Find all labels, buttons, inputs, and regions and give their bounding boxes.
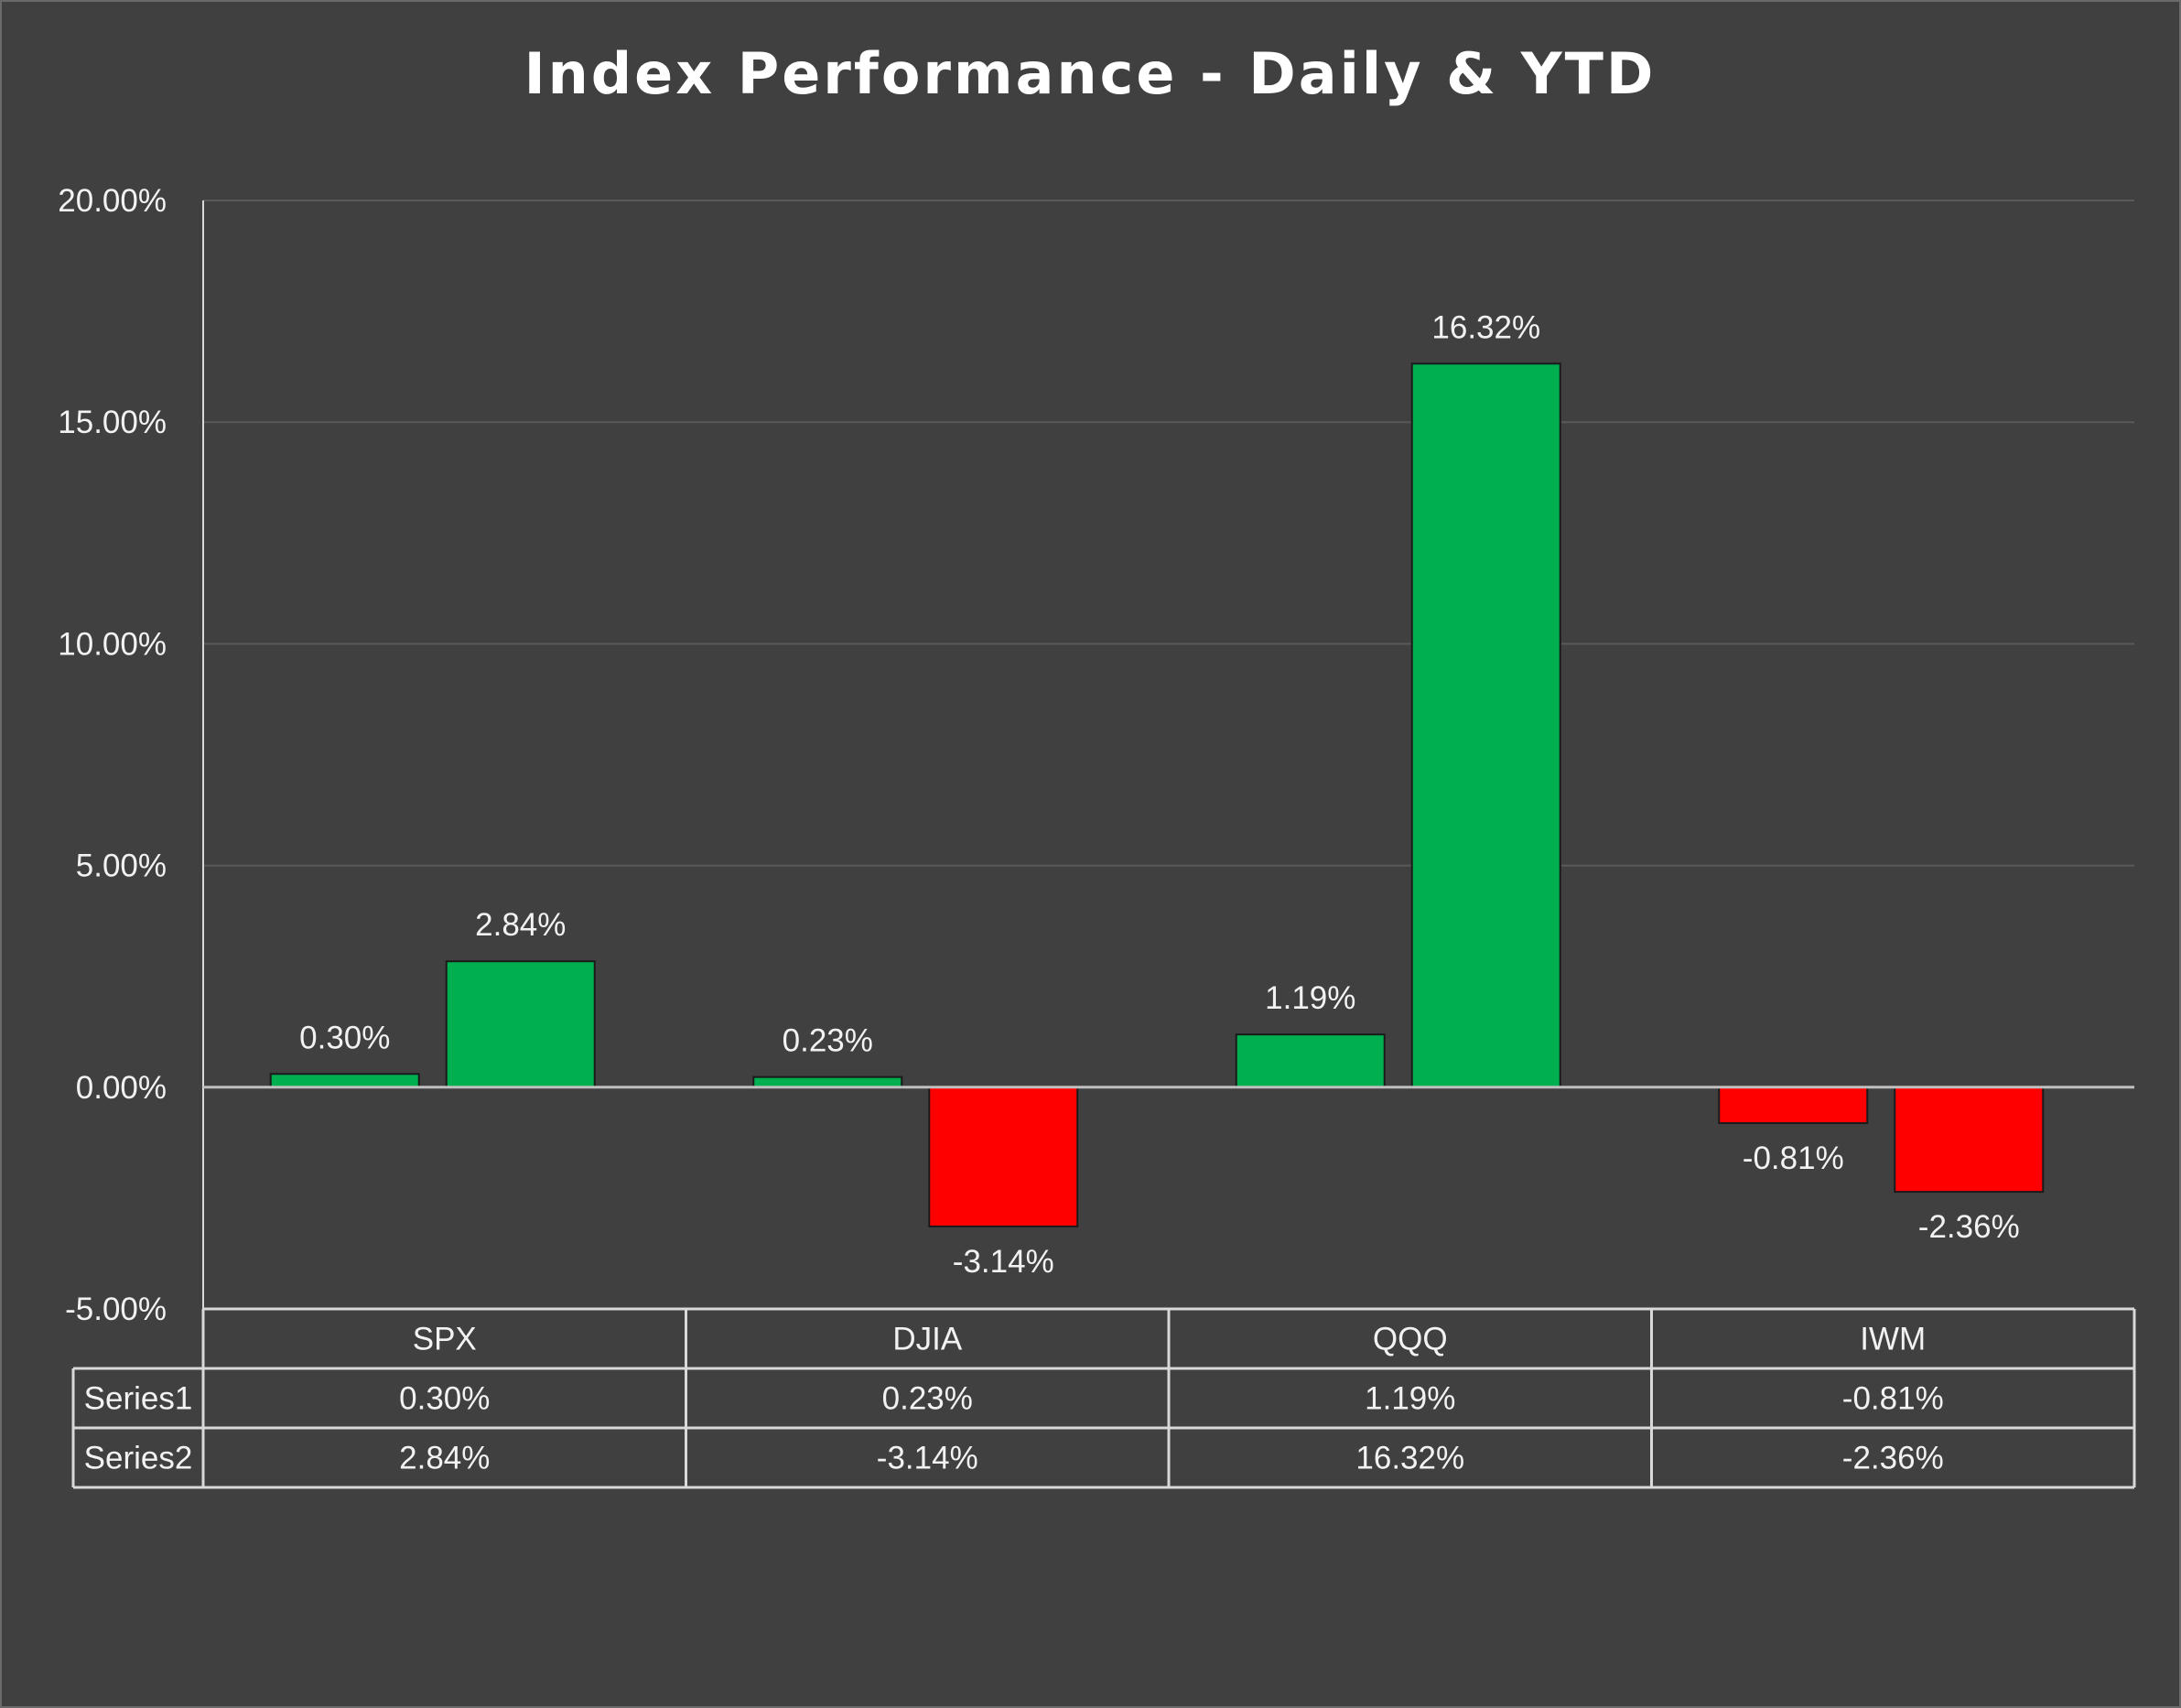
- bar-series2-djia: [928, 1086, 1079, 1227]
- bar-series1-qqq: [1235, 1033, 1386, 1088]
- category-label: SPX: [413, 1322, 477, 1357]
- category-label: QQQ: [1373, 1322, 1448, 1357]
- y-tick-label: 15.00%: [58, 405, 167, 440]
- bar-series1-iwm: [1718, 1086, 1869, 1125]
- bar-series1-spx: [269, 1073, 420, 1088]
- bar-series2-qqq: [1410, 362, 1561, 1088]
- y-tick-label: 20.00%: [58, 183, 167, 219]
- bar-series2-spx: [445, 960, 596, 1088]
- gridlines: [203, 200, 2134, 867]
- category-label: DJIA: [892, 1322, 963, 1357]
- data-label: 2.84%: [475, 907, 566, 943]
- table-cell: 2.84%: [399, 1441, 490, 1476]
- y-axis-ticks: 20.00% 15.00% 10.00% 5.00% 0.00% -5.00%: [58, 183, 167, 1327]
- axes: [202, 200, 2134, 1309]
- table-cell: 1.19%: [1365, 1381, 1455, 1417]
- table-cell: 16.32%: [1355, 1441, 1464, 1476]
- table-cell: 0.23%: [882, 1381, 973, 1417]
- table-cell: -0.81%: [1842, 1381, 1944, 1417]
- data-label: 0.23%: [783, 1023, 873, 1059]
- y-tick-label: 0.00%: [76, 1070, 167, 1106]
- series-name: Series2: [84, 1441, 193, 1476]
- data-label: 1.19%: [1265, 980, 1355, 1016]
- y-tick-label: -5.00%: [65, 1292, 167, 1327]
- bars: [269, 362, 2045, 1227]
- table-cell: -2.36%: [1842, 1441, 1944, 1476]
- data-label: -3.14%: [953, 1244, 1054, 1280]
- y-tick-label: 5.00%: [76, 849, 167, 884]
- bar-series1-djia: [752, 1076, 903, 1088]
- table-cell: 0.30%: [399, 1381, 490, 1417]
- category-label: IWM: [1860, 1322, 1926, 1357]
- chart-title: Index Performance - Daily & YTD: [524, 40, 1657, 107]
- data-labels: 0.30% 2.84% 0.23% -3.14% 1.19% 16.32% -0.81% -2…: [299, 309, 2020, 1280]
- table-cell: -3.14%: [877, 1441, 978, 1476]
- bar-series2-iwm: [1894, 1086, 2045, 1194]
- series-name: Series1: [84, 1381, 193, 1417]
- y-tick-label: 10.00%: [58, 626, 167, 662]
- data-label: -2.36%: [1918, 1209, 2020, 1245]
- data-table: SPX DJIA QQQ IWM Series1 0.30% 0.23% 1.19% -0.81…: [71, 1307, 2136, 1489]
- data-label: -0.81%: [1743, 1140, 1844, 1176]
- data-label: 0.30%: [299, 1020, 390, 1055]
- data-label: 16.32%: [1431, 309, 1540, 345]
